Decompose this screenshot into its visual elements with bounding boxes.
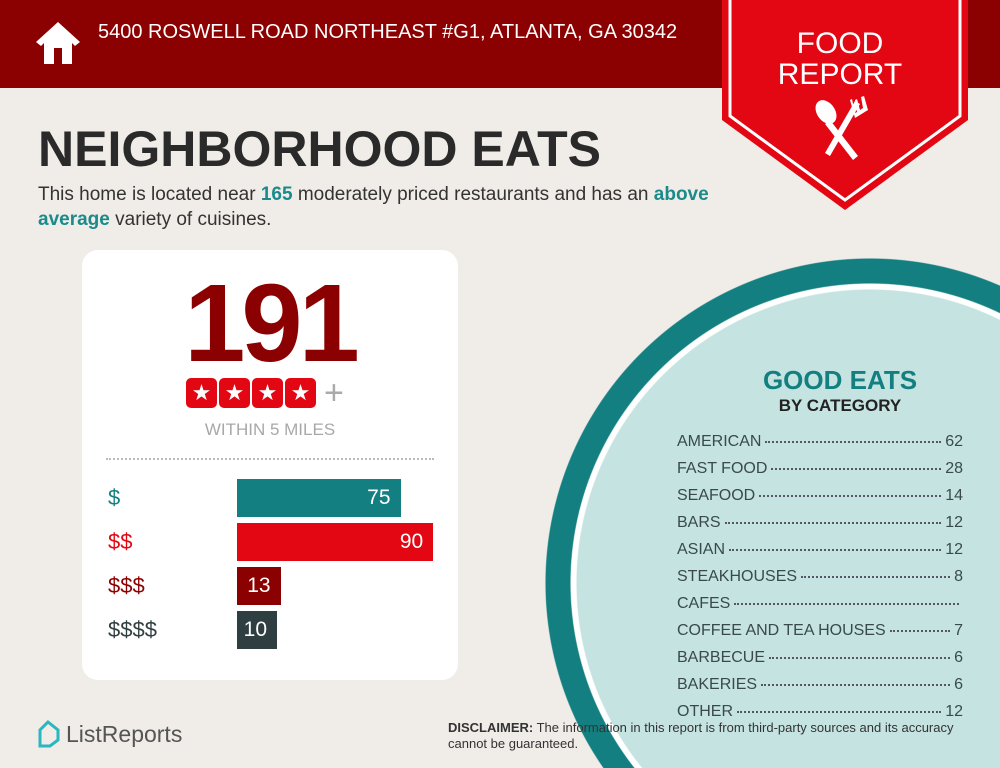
price-tier-row: $$$$ 10: [108, 611, 277, 649]
star-icon: ★: [186, 378, 217, 408]
disclaimer: DISCLAIMER: The information in this repo…: [448, 720, 968, 752]
star-rating: ★ ★ ★ ★ +: [186, 374, 344, 412]
category-count: 12: [945, 703, 963, 720]
category-count: 7: [954, 622, 963, 639]
price-tier-bar: 75: [237, 479, 401, 517]
leader-dots: [737, 711, 942, 713]
category-count: 8: [954, 568, 963, 585]
utensils-icon: [815, 96, 868, 160]
star-icon: ★: [219, 378, 250, 408]
intro-part: variety of cuisines.: [109, 209, 272, 230]
category-item: BARS 12: [677, 514, 963, 541]
category-count: 62: [945, 433, 963, 450]
price-tier-label: $$$$: [108, 617, 157, 642]
listreports-logo-icon: [38, 720, 60, 748]
category-count: 12: [945, 514, 963, 531]
intro-text: This home is located near 165 moderately…: [38, 182, 718, 232]
logo-text: ListReports: [66, 720, 183, 747]
good-eats-subtitle: BY CATEGORY: [778, 396, 902, 415]
leader-dots: [729, 549, 942, 551]
intro-part: This home is located near: [38, 184, 261, 205]
price-tier-label: $$$: [108, 573, 145, 598]
category-name: BARBECUE: [677, 649, 766, 666]
leader-dots: [801, 576, 951, 578]
disclaimer-label: DISCLAIMER:: [448, 720, 534, 735]
price-tier-bar: 13: [237, 567, 281, 605]
leader-dots: [889, 630, 951, 632]
category-name: AMERICAN: [677, 433, 762, 450]
address: 5400 ROSWELL ROAD NORTHEAST #G1, ATLANTA…: [98, 21, 678, 43]
category-count: 14: [945, 487, 963, 504]
leader-dots: [771, 468, 942, 470]
category-count: 28: [945, 460, 963, 477]
leader-dots: [769, 657, 951, 659]
category-circle: [545, 258, 1000, 768]
restaurant-summary-card: 191 ★ ★ ★ ★ + WITHIN 5 MILES $75 $$ 90 $$$ 13 $$$…: [82, 250, 458, 680]
category-item: ASIAN 12: [677, 541, 963, 568]
leader-dots: [765, 441, 942, 443]
price-tier-bar: 90: [237, 523, 434, 561]
price-tier-label: $$: [108, 529, 133, 554]
intro-part: moderately priced restaurants and has an: [292, 184, 654, 205]
category-item: BARBECUE 6: [677, 649, 963, 676]
star-icon: ★: [252, 378, 283, 408]
price-tier-row: $75: [108, 479, 401, 517]
category-name: BAKERIES: [677, 676, 758, 693]
category-item: COFFEE AND TEA HOUSES 7: [677, 622, 963, 649]
page-title: NEIGHBORHOOD EATS: [38, 121, 601, 177]
price-tier-row: $$ 90: [108, 523, 434, 561]
disclaimer-text: The information in this report is from t…: [448, 720, 954, 751]
category-name: STEAKHOUSES: [677, 568, 798, 585]
within-label: WITHIN 5 MILES: [204, 420, 336, 439]
category-count: 6: [954, 676, 963, 693]
plus-icon: +: [324, 374, 344, 412]
leader-dots: [734, 603, 959, 605]
restaurant-count: 165: [260, 184, 293, 205]
category-item: FAST FOOD 28: [677, 460, 963, 487]
leader-dots: [759, 495, 942, 497]
category-name: CAFES: [677, 595, 731, 612]
badge-line-2: REPORT: [777, 58, 903, 91]
category-count: 6: [954, 649, 963, 666]
category-name: COFFEE AND TEA HOUSES: [677, 622, 886, 639]
category-name: OTHER: [677, 703, 733, 720]
variety-rating: above average: [38, 184, 709, 230]
category-name: FAST FOOD: [677, 460, 768, 477]
category-item: BAKERIES 6: [677, 676, 963, 703]
category-name: ASIAN: [677, 541, 726, 558]
category-item: CAFES: [677, 595, 963, 622]
badge-title: FOOD REPORT: [722, 28, 958, 90]
category-name: SEAFOOD: [677, 487, 756, 504]
category-list: AMERICAN 62 FAST FOOD 28 SEAFOOD 14 BARS 12 ASIA…: [677, 433, 963, 730]
home-icon: [36, 22, 80, 64]
leader-dots: [761, 684, 951, 686]
category-item: OTHER 12: [677, 703, 963, 730]
category-count: 12: [945, 541, 963, 558]
good-eats-title: GOOD EATS: [762, 365, 918, 395]
food-report-badge: [722, 0, 968, 210]
category-name: BARS: [677, 514, 721, 531]
category-item: AMERICAN 62: [677, 433, 963, 460]
leader-dots: [724, 522, 942, 524]
divider: [106, 458, 434, 460]
total-restaurants: 191: [184, 262, 360, 385]
price-tier-label: $: [108, 485, 121, 510]
price-tier-row: $$$ 13: [108, 567, 281, 605]
category-item: SEAFOOD 14: [677, 487, 963, 514]
price-tier-bar: 10: [237, 611, 277, 649]
category-item: STEAKHOUSES 8: [677, 568, 963, 595]
badge-line-1: FOOD: [796, 27, 884, 60]
listreports-logo: ListReports: [36, 720, 182, 748]
star-icon: ★: [285, 378, 316, 408]
